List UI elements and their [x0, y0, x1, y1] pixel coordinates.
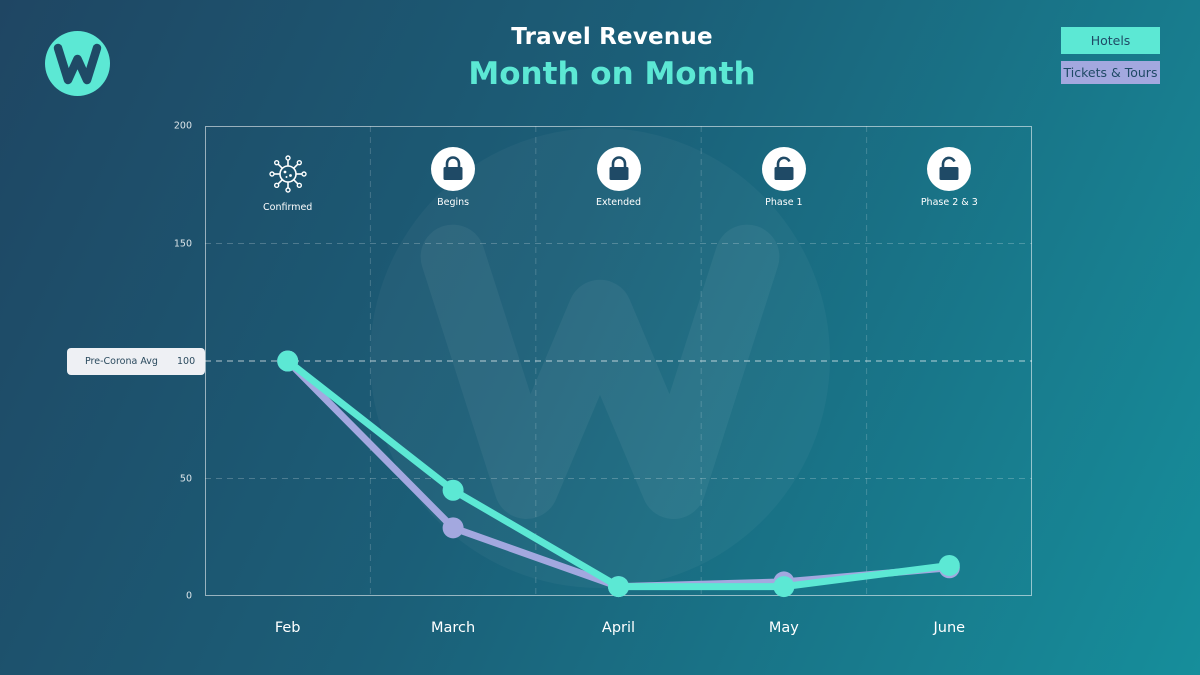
x-tick-label: June: [933, 620, 966, 636]
x-tick-label: May: [768, 620, 799, 636]
x-tick-label: Feb: [274, 620, 301, 636]
y-tick-label: 150: [173, 238, 192, 249]
chart-subtitle: Month on Month: [468, 56, 756, 92]
event-label: Phase 2 & 3: [920, 197, 978, 208]
lock-open-icon: [927, 147, 972, 191]
y-tick-label: 200: [173, 120, 192, 132]
legend-item-hotels: Hotels: [1061, 27, 1160, 54]
event-marker: Confirmed: [233, 152, 343, 213]
w-logo-icon: [45, 31, 110, 96]
event-label: Phase 1: [765, 197, 803, 208]
legend-item-tickets-tours: Tickets & Tours: [1061, 61, 1160, 84]
lock-closed-icon: [596, 147, 641, 191]
event-label: Extended: [595, 197, 642, 208]
event-marker: Extended: [564, 147, 674, 208]
x-tick-label: March: [430, 620, 476, 636]
lock-closed-icon: [431, 147, 476, 191]
lock-open-icon: [761, 147, 806, 191]
x-tick-label: April: [601, 620, 636, 636]
event-label: Begins: [437, 197, 470, 208]
event-marker: Phase 1: [729, 147, 839, 208]
reference-label: Pre-Corona Avg: [85, 356, 158, 367]
event-marker: Begins: [398, 147, 508, 208]
virus-icon: [266, 152, 310, 196]
reference-badge: Pre-Corona Avg 100: [67, 348, 205, 375]
y-tick-label: 0: [185, 590, 192, 602]
event-marker: Phase 2 & 3: [894, 147, 1004, 208]
reference-value: 100: [177, 356, 196, 367]
event-label: Confirmed: [263, 202, 313, 213]
chart-title: Travel Revenue: [511, 24, 713, 50]
y-tick-label: 50: [179, 473, 192, 484]
